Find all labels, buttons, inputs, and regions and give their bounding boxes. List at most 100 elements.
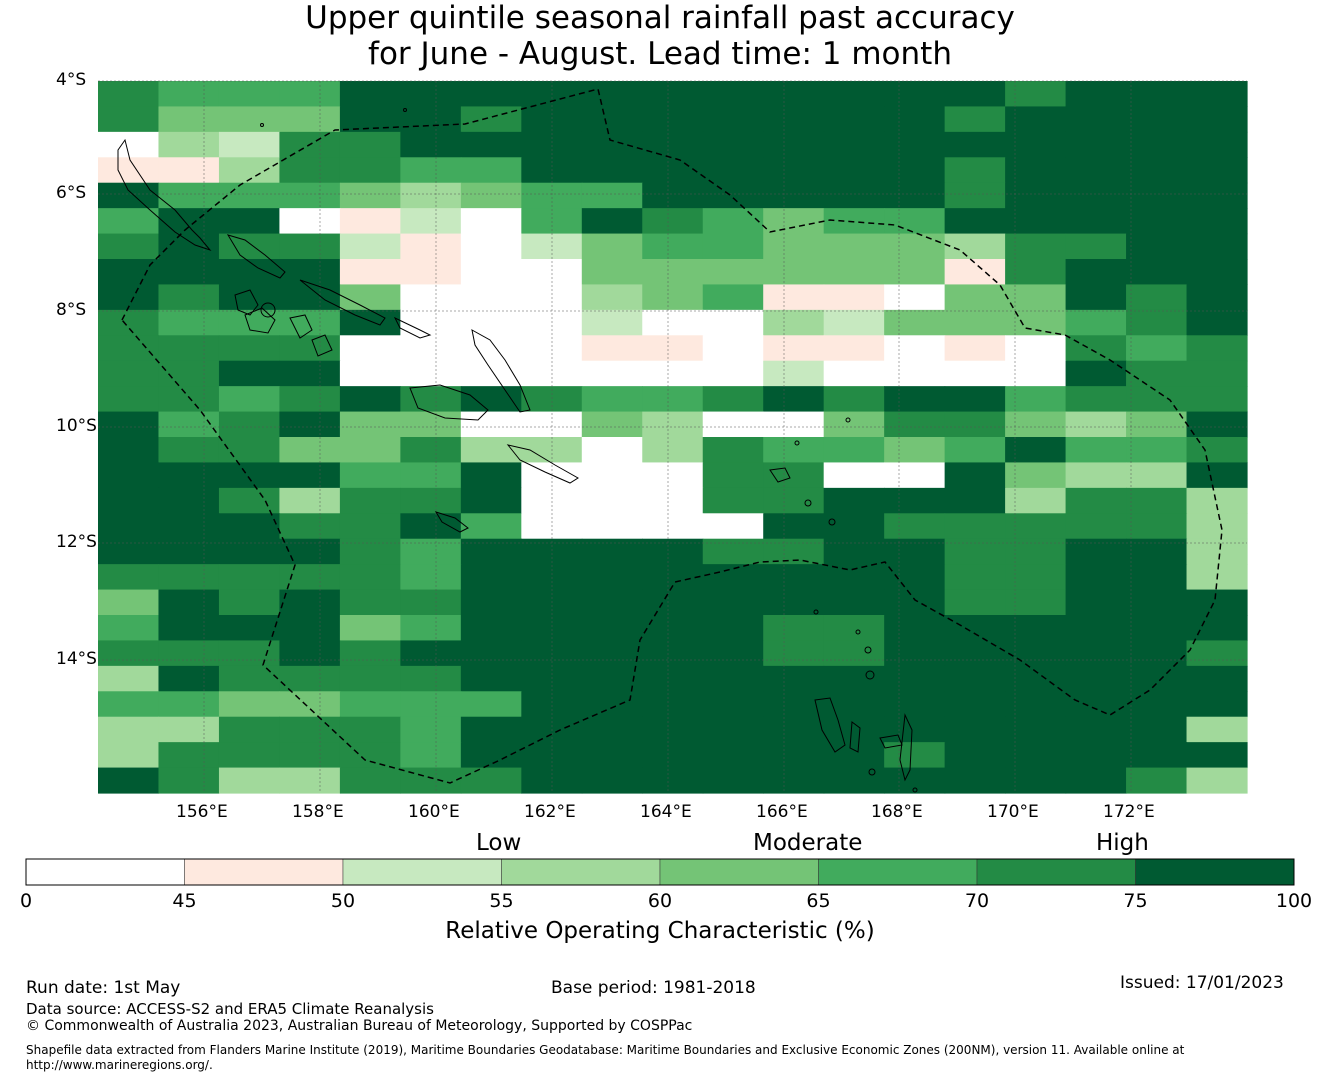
map-cell: [944, 233, 1006, 260]
map-cell: [642, 691, 704, 718]
map-cell: [884, 233, 946, 260]
map-cell: [1126, 360, 1188, 387]
map-cell: [1126, 716, 1188, 743]
lat-label: 12°S: [56, 532, 97, 552]
espiritu-santo-coast: [814, 697, 846, 753]
map-cell: [884, 691, 946, 718]
map-cell: [279, 284, 341, 311]
map-cell: [581, 437, 643, 464]
map-cell: [1186, 259, 1248, 286]
makira-coast: [506, 444, 579, 484]
map-cell: [581, 157, 643, 184]
map-cell: [823, 691, 885, 718]
map-cell: [1186, 208, 1248, 235]
map-cell: [1065, 462, 1127, 489]
map-cell: [158, 131, 220, 158]
colorbar-tick-label: 50: [330, 890, 356, 912]
map-cell: [218, 106, 281, 133]
map-cell: [158, 767, 220, 794]
map-cell: [944, 716, 1006, 743]
map-cell: [581, 640, 643, 667]
map-cell: [279, 742, 341, 769]
map-cell: [158, 640, 220, 667]
map-cell: [460, 411, 522, 438]
map-cell: [763, 513, 825, 540]
map-cell: [158, 233, 220, 260]
map-cell: [642, 716, 704, 743]
map-cell: [581, 259, 643, 286]
map-cell: [218, 259, 281, 286]
map-cell: [279, 513, 341, 540]
map-cell: [1065, 767, 1127, 794]
map-cell: [702, 284, 764, 311]
map-cell: [1065, 538, 1127, 565]
map-cell: [339, 360, 401, 387]
map-cell: [400, 538, 462, 565]
map-cell: [521, 259, 583, 286]
map-cell: [884, 564, 946, 591]
map-cell: [1065, 665, 1127, 692]
map-cell: [218, 462, 281, 489]
map-cell: [702, 106, 764, 133]
map-cell: [158, 665, 220, 692]
map-cell: [218, 538, 281, 565]
map-cell: [884, 640, 946, 667]
lat-label: 4°S: [56, 70, 87, 90]
map-cell: [944, 284, 1006, 311]
map-cell: [702, 157, 764, 184]
map-cell: [400, 335, 462, 362]
choiseul-coast: [226, 234, 286, 279]
map-cell: [339, 182, 401, 209]
map-cell: [460, 81, 522, 108]
map-cell: [642, 462, 704, 489]
map-cell: [460, 691, 522, 718]
map-cell: [763, 157, 825, 184]
map-cell: [702, 767, 764, 794]
map-cell: [1186, 513, 1248, 540]
map-cell: [581, 309, 643, 336]
map-cell: [1126, 284, 1188, 311]
map-cell: [1126, 564, 1188, 591]
map-cell: [460, 309, 522, 336]
colorbar-tick-label: 70: [964, 890, 990, 912]
map-cell: [98, 437, 160, 464]
map-cell: [158, 106, 220, 133]
map-cell: [98, 767, 160, 794]
map-cell: [460, 208, 522, 235]
colorbar-tick-label: 100: [1275, 890, 1313, 912]
map-cell: [581, 615, 643, 642]
map-cell: [1186, 538, 1248, 565]
map-cell: [823, 131, 885, 158]
map-cell: [400, 716, 462, 743]
map-cell: [944, 487, 1006, 514]
copyright: © Commonwealth of Australia 2023, Austra…: [26, 1018, 693, 1034]
map-cell: [763, 335, 825, 362]
map-cell: [400, 259, 462, 286]
lat-label: 10°S: [56, 416, 97, 436]
map-cell: [339, 564, 401, 591]
map-cell: [763, 691, 825, 718]
lon-label: 156°E: [176, 802, 228, 822]
map-cell: [944, 106, 1006, 133]
title-line-2: for June - August. Lead time: 1 month: [368, 36, 952, 72]
map-cell: [1186, 157, 1248, 184]
map-cell: [218, 131, 281, 158]
map-cell: [1126, 691, 1188, 718]
map-cell: [642, 360, 704, 387]
map-cell: [642, 233, 704, 260]
map-cell: [702, 564, 764, 591]
map-cell: [1186, 360, 1248, 387]
map-cell: [400, 487, 462, 514]
map-cell: [460, 716, 522, 743]
map-cell: [339, 716, 401, 743]
map-cell: [218, 437, 281, 464]
map-cell: [218, 691, 281, 718]
map-cell: [1005, 157, 1067, 184]
map-cell: [400, 360, 462, 387]
map-cell: [1186, 335, 1248, 362]
map-cell: [1126, 259, 1188, 286]
colorbar-segment: [1135, 858, 1295, 886]
map-cell: [823, 487, 885, 514]
map-cell: [1005, 767, 1067, 794]
